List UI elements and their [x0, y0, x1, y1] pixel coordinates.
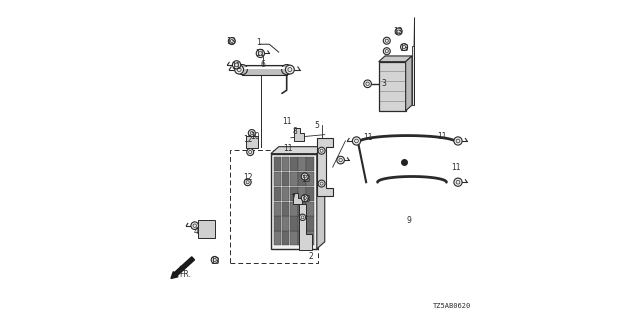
Circle shape — [247, 148, 253, 156]
Bar — [290, 231, 298, 245]
Text: 11: 11 — [452, 164, 461, 172]
Circle shape — [318, 180, 325, 187]
Text: 13: 13 — [393, 27, 403, 36]
Circle shape — [282, 65, 292, 75]
Text: 11: 11 — [437, 132, 447, 141]
Circle shape — [300, 214, 306, 220]
Circle shape — [454, 137, 462, 145]
Circle shape — [337, 156, 344, 164]
Text: 13: 13 — [301, 195, 310, 204]
Polygon shape — [317, 138, 333, 196]
Circle shape — [301, 173, 308, 180]
Polygon shape — [406, 56, 412, 111]
Bar — [290, 216, 298, 230]
Text: 11: 11 — [282, 117, 291, 126]
Bar — [290, 202, 298, 216]
Text: 7: 7 — [291, 194, 296, 203]
Circle shape — [235, 65, 244, 74]
Circle shape — [383, 48, 390, 55]
Polygon shape — [294, 128, 303, 141]
Bar — [246, 136, 257, 148]
Bar — [298, 187, 306, 201]
Text: 12: 12 — [243, 173, 252, 182]
Circle shape — [364, 80, 371, 88]
Circle shape — [454, 178, 462, 186]
Bar — [290, 172, 298, 186]
Bar — [282, 157, 289, 171]
Circle shape — [353, 137, 360, 145]
Bar — [274, 172, 281, 186]
Polygon shape — [300, 204, 312, 251]
Circle shape — [285, 65, 294, 74]
Text: 11: 11 — [255, 49, 264, 58]
Bar — [298, 231, 306, 245]
Circle shape — [301, 195, 308, 202]
Bar — [307, 172, 314, 186]
Bar — [243, 65, 287, 75]
Bar — [274, 187, 281, 201]
Circle shape — [237, 65, 247, 75]
Polygon shape — [271, 147, 324, 154]
Text: 8: 8 — [292, 127, 297, 136]
Text: 13: 13 — [226, 36, 236, 45]
Bar — [307, 231, 314, 245]
Bar — [282, 216, 289, 230]
Text: 11: 11 — [231, 62, 241, 71]
Bar — [298, 202, 306, 216]
Text: 3: 3 — [381, 79, 386, 88]
Text: 4: 4 — [194, 227, 199, 236]
Text: 13: 13 — [301, 174, 310, 184]
Bar — [307, 216, 314, 230]
Circle shape — [318, 147, 325, 154]
Bar — [307, 157, 314, 171]
Text: FR.: FR. — [179, 270, 191, 279]
Text: 5: 5 — [314, 121, 319, 130]
Text: 11: 11 — [363, 133, 372, 142]
Circle shape — [395, 28, 402, 35]
Polygon shape — [317, 147, 324, 249]
Bar — [274, 202, 281, 216]
Bar — [290, 187, 298, 201]
Polygon shape — [412, 46, 413, 105]
Bar — [274, 157, 281, 171]
Bar — [274, 216, 281, 230]
Bar — [298, 216, 306, 230]
Circle shape — [211, 256, 218, 263]
Circle shape — [191, 222, 198, 229]
Text: 13: 13 — [399, 44, 409, 53]
Bar — [298, 157, 306, 171]
Bar — [282, 202, 289, 216]
Bar — [274, 231, 281, 245]
Circle shape — [244, 179, 251, 186]
Circle shape — [228, 37, 236, 44]
FancyArrow shape — [171, 257, 195, 278]
Circle shape — [256, 49, 264, 58]
Bar — [230, 150, 319, 263]
Bar — [307, 187, 314, 201]
Text: 2: 2 — [308, 252, 313, 261]
Circle shape — [232, 61, 241, 69]
Bar — [298, 172, 306, 186]
Bar — [282, 231, 289, 245]
Text: 1: 1 — [256, 38, 260, 47]
Text: 11: 11 — [283, 144, 292, 153]
Bar — [379, 62, 406, 111]
Bar — [307, 202, 314, 216]
Text: 13: 13 — [210, 257, 220, 266]
Circle shape — [383, 37, 390, 44]
Text: 12: 12 — [243, 135, 252, 144]
Polygon shape — [379, 56, 412, 62]
Bar — [282, 187, 289, 201]
Text: TZ5AB0620: TZ5AB0620 — [433, 303, 470, 309]
Bar — [198, 220, 215, 238]
Bar — [271, 154, 317, 249]
Circle shape — [401, 44, 408, 51]
Bar — [282, 172, 289, 186]
Text: 9: 9 — [406, 216, 412, 225]
Text: 10: 10 — [250, 132, 260, 141]
Circle shape — [248, 130, 255, 137]
Polygon shape — [293, 193, 302, 204]
Bar — [290, 157, 298, 171]
Text: 6: 6 — [260, 60, 266, 69]
